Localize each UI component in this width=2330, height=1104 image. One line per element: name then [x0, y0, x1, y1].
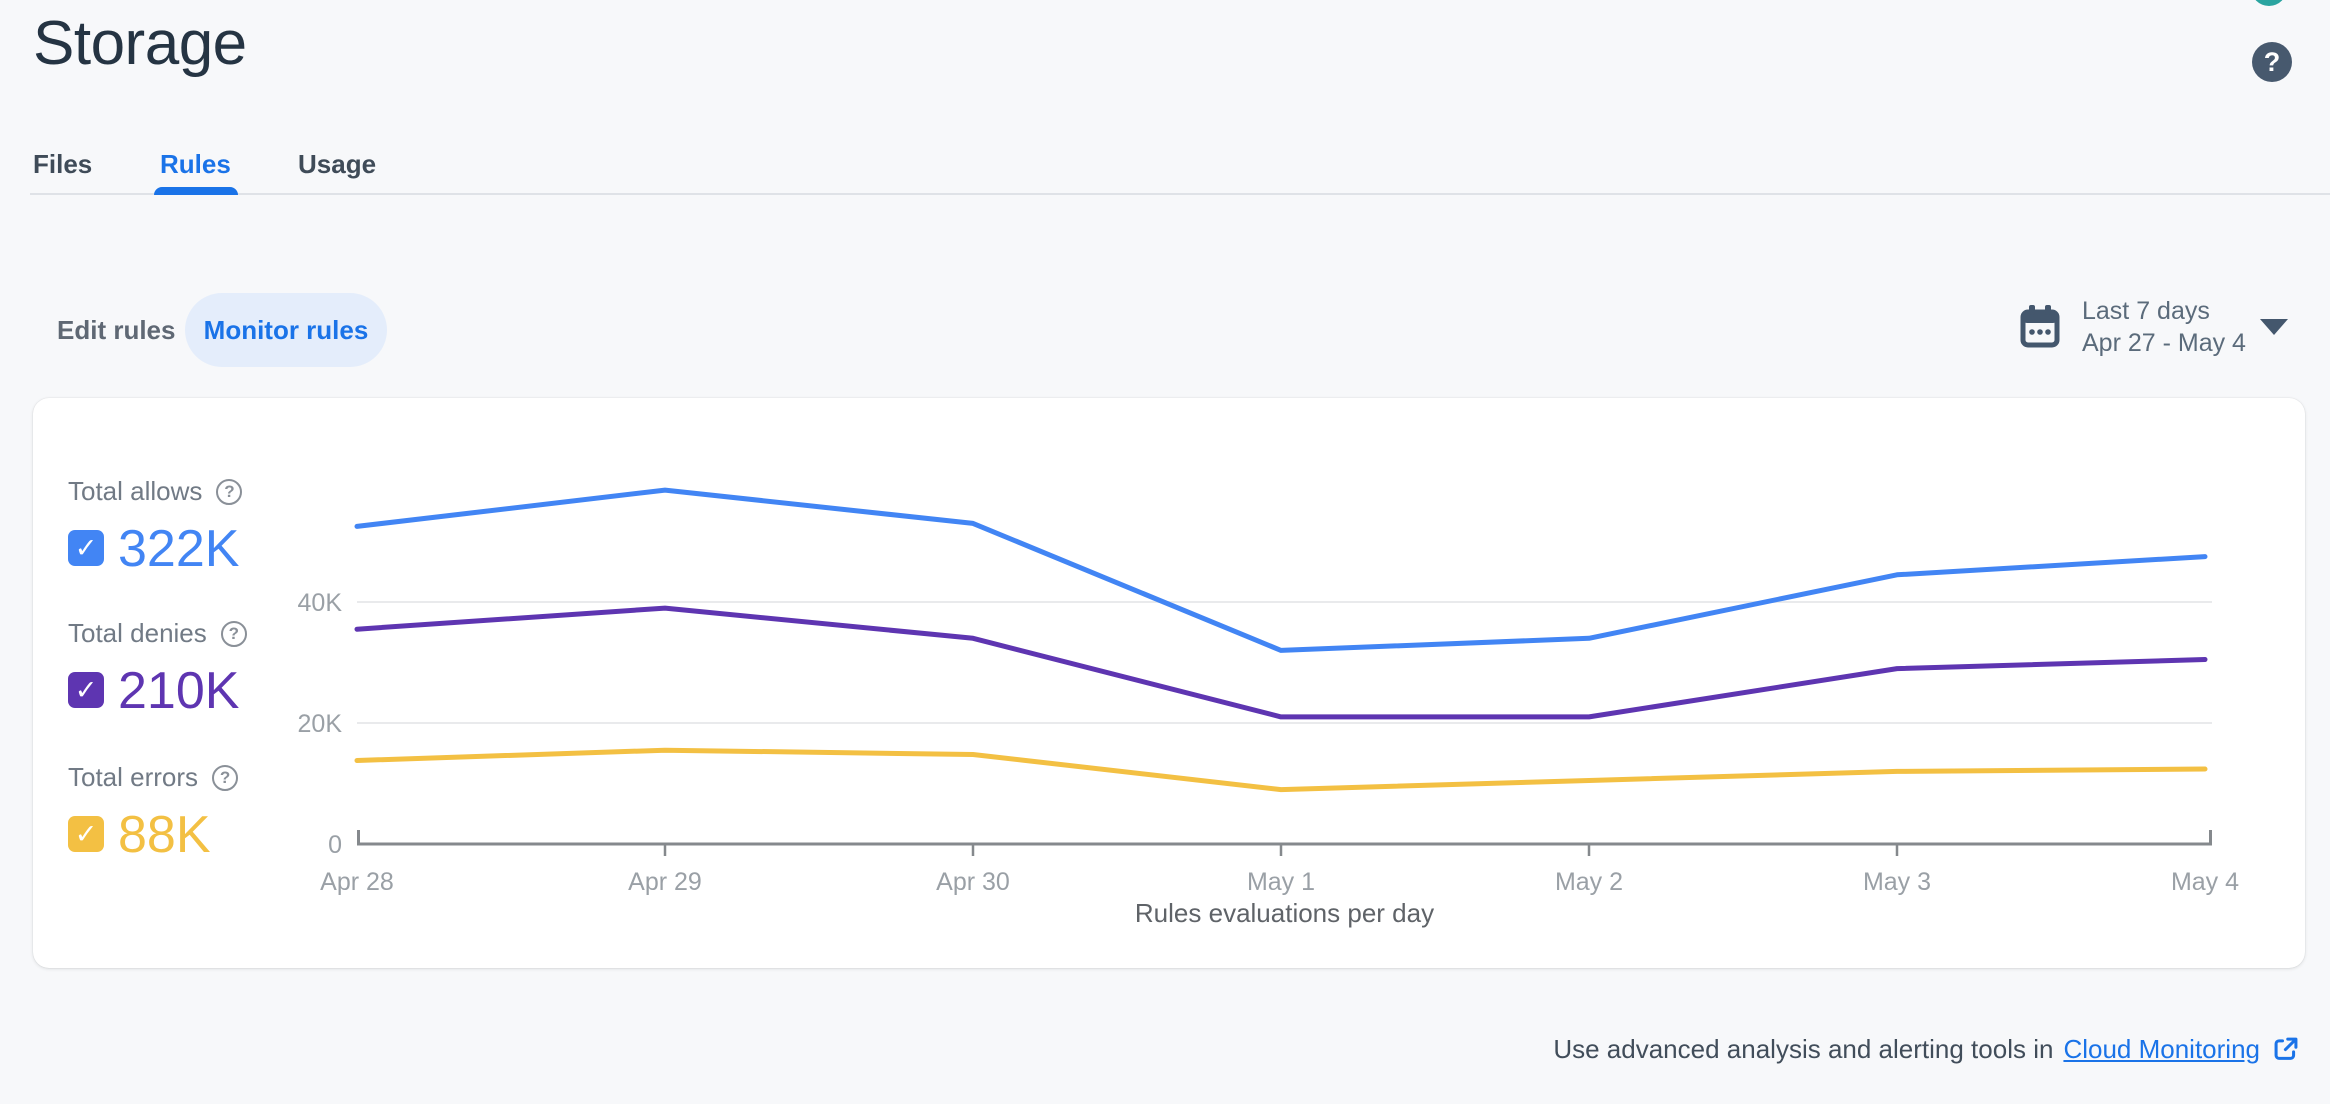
svg-text:May 2: May 2 [1555, 868, 1623, 896]
cloud-monitoring-link[interactable]: Cloud Monitoring [2063, 1033, 2260, 1064]
footer-note: Use advanced analysis and alerting tools… [0, 1030, 2300, 1068]
svg-text:Apr 30: Apr 30 [936, 868, 1010, 896]
monitor-rules-card: Total allows ? ✓ 322K Total denies ? ✓ 2… [33, 398, 2305, 968]
date-range-preset: Last 7 days [2082, 297, 2210, 325]
legend-label-denies: Total denies [68, 618, 207, 648]
allows-checkbox[interactable]: ✓ [68, 530, 104, 566]
legend-item-errors: Total errors ? ✓ 88K [68, 762, 239, 864]
legend-label-errors: Total errors [68, 762, 199, 792]
date-range-dates: Apr 27 - May 4 [2082, 329, 2246, 357]
legend-item-denies: Total denies ? ✓ 210K [68, 618, 247, 719]
active-tab-indicator [154, 187, 238, 195]
footer-text: Use advanced analysis and alerting tools… [1553, 1033, 2054, 1064]
denies-total: 210K [118, 662, 240, 720]
help-button[interactable]: ? [2252, 42, 2292, 82]
svg-text:May 4: May 4 [2171, 868, 2239, 896]
tab-usage[interactable]: Usage [298, 148, 377, 179]
external-link-icon [2274, 1037, 2298, 1060]
svg-text:Apr 28: Apr 28 [320, 868, 394, 896]
allows-total: 322K [118, 520, 240, 578]
monitor-rules-button[interactable]: Monitor rules [185, 293, 387, 367]
rules-evaluations-chart: 0 20K 40K Apr 28 Apr 29 Apr 30 May 1 May 2 May 3… [298, 487, 2239, 928]
edit-rules-button[interactable]: Edit rules [57, 314, 176, 345]
errors-checkbox[interactable]: ✓ [68, 816, 104, 852]
legend-item-allows: Total allows ? ✓ 322K [68, 476, 243, 578]
calendar-icon [2020, 305, 2060, 348]
svg-text:Rules evaluations per day: Rules evaluations per day [1135, 898, 1434, 928]
date-range-selector[interactable]: Last 7 days Apr 27 - May 4 [2020, 292, 2310, 362]
page-title: Storage [33, 9, 247, 78]
errors-total: 88K [118, 806, 211, 864]
tab-rules[interactable]: Rules [160, 148, 231, 179]
legend-label-allows: Total allows [68, 476, 203, 506]
svg-text:Apr 29: Apr 29 [628, 868, 702, 896]
svg-text:May 3: May 3 [1863, 868, 1931, 896]
svg-text:20K: 20K [298, 710, 343, 738]
help-icon[interactable]: ? [220, 620, 247, 647]
tab-bar: Files Rules Usage [0, 140, 2330, 195]
tabbar-divider [30, 193, 2330, 195]
svg-text:May 1: May 1 [1247, 868, 1315, 896]
help-icon[interactable]: ? [212, 764, 239, 791]
account-avatar[interactable] [2251, 0, 2287, 6]
question-mark-icon: ? [2263, 46, 2281, 77]
chevron-down-icon [2259, 319, 2288, 335]
svg-text:0: 0 [328, 831, 342, 859]
help-icon[interactable]: ? [216, 478, 243, 505]
tab-files[interactable]: Files [33, 148, 93, 179]
svg-text:40K: 40K [298, 589, 343, 617]
denies-checkbox[interactable]: ✓ [68, 672, 104, 708]
